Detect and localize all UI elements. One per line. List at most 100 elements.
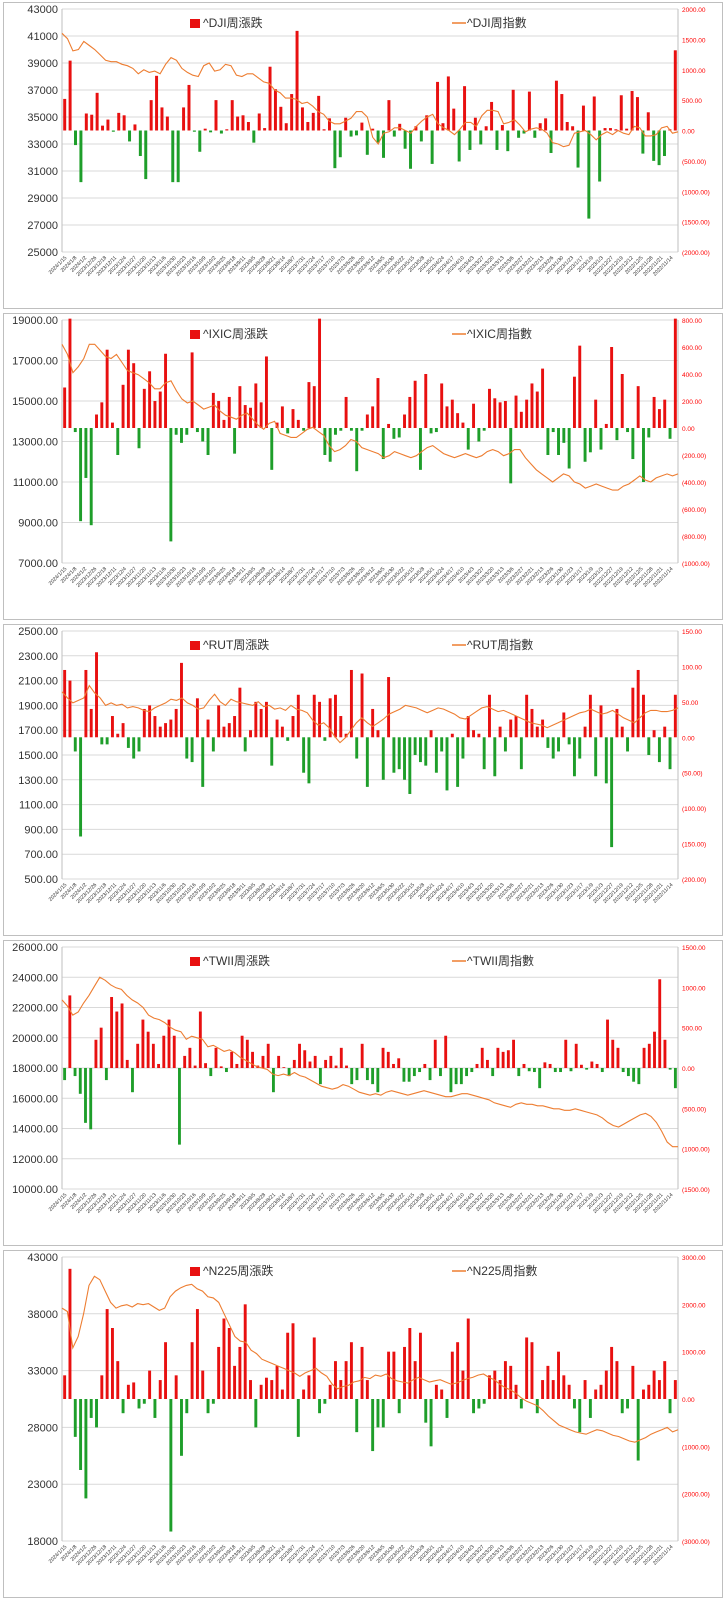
bar-down xyxy=(318,1068,322,1085)
bar-up xyxy=(307,1375,311,1399)
bar-down xyxy=(333,130,337,169)
bar-up xyxy=(280,726,284,738)
bar-up xyxy=(227,1328,231,1399)
bar-up xyxy=(581,105,585,131)
right-tick-label: 1000.00 xyxy=(682,985,706,992)
bar-down xyxy=(209,130,213,133)
bar-up xyxy=(339,1380,343,1399)
bar-down xyxy=(190,737,194,763)
bar-up xyxy=(327,118,331,131)
right-tick-label: (1000.00) xyxy=(682,189,710,196)
bar-down xyxy=(551,428,555,433)
bar-up xyxy=(636,669,640,738)
right-tick-label: 1000.00 xyxy=(682,1350,706,1357)
bar-down xyxy=(323,428,327,455)
chart-panel-ixic: 7000.00 9000.00 11000.00 13000.00 15000.00 17… xyxy=(3,313,723,620)
bar-up xyxy=(334,1065,338,1068)
bar-up xyxy=(472,403,476,428)
bar-up xyxy=(101,125,105,131)
bar-up xyxy=(245,1039,249,1068)
bar-up xyxy=(153,716,157,738)
bar-up xyxy=(339,1047,343,1068)
left-tick-label: 1100.00 xyxy=(19,800,58,812)
bar-down xyxy=(174,428,178,435)
bar-up xyxy=(225,129,229,131)
bar-up xyxy=(551,1380,555,1399)
chart-panel-n225: 18000 23000 28000 33000 38000 43000 (3000.00) (… xyxy=(3,1250,723,1598)
bar-up xyxy=(583,1380,587,1399)
right-tick-label: (50.00) xyxy=(682,771,703,778)
left-tick-label: 500.00 xyxy=(24,874,58,886)
bar-up xyxy=(631,687,635,738)
bar-up xyxy=(604,423,608,428)
bar-up xyxy=(312,1337,316,1399)
bar-up xyxy=(68,60,72,131)
bar-down xyxy=(382,130,385,158)
bar-up xyxy=(440,383,444,428)
bar-up xyxy=(183,1055,187,1068)
bar-up xyxy=(187,84,191,131)
bar-down xyxy=(144,130,148,180)
right-tick-label: 100.00 xyxy=(682,664,702,671)
bar-down xyxy=(116,428,120,455)
bar-up xyxy=(546,1365,550,1399)
bar-up xyxy=(148,705,152,738)
bar-up xyxy=(360,1043,364,1068)
bar-down xyxy=(465,1068,469,1077)
left-tick-label: 35000 xyxy=(27,112,58,124)
bar-down xyxy=(457,130,461,162)
left-tick-label: 13000.00 xyxy=(12,437,58,449)
bar-up xyxy=(544,118,548,131)
bar-up xyxy=(99,1027,103,1068)
bar-up xyxy=(317,95,321,131)
bar-up xyxy=(344,733,348,738)
right-tick-label: 150.00 xyxy=(682,629,702,636)
bar-up xyxy=(280,406,284,428)
bar-up xyxy=(110,997,114,1068)
bar-up xyxy=(433,1039,437,1068)
bar-down xyxy=(668,737,672,770)
left-tick-label: 700.00 xyxy=(24,849,58,861)
index-line xyxy=(61,1275,679,1443)
bar-up xyxy=(413,1361,417,1399)
bar-up xyxy=(296,419,300,428)
bar-up xyxy=(195,698,199,738)
bar-up xyxy=(275,1365,279,1399)
bar-up xyxy=(322,129,326,131)
bar-down xyxy=(440,737,444,752)
bar-down xyxy=(578,1399,582,1433)
bar-up xyxy=(312,694,316,738)
bar-up xyxy=(249,730,252,738)
left-tick-label: 27000 xyxy=(27,220,58,232)
bar-down xyxy=(424,737,428,766)
bar-up xyxy=(506,1050,510,1068)
left-tick-label: 1900.00 xyxy=(18,700,58,712)
bar-up xyxy=(84,113,88,131)
bar-down xyxy=(429,428,433,434)
left-tick-label: 7000.00 xyxy=(18,558,58,570)
bar-down xyxy=(104,1068,108,1081)
bar-down xyxy=(546,737,550,748)
bar-down xyxy=(180,428,183,443)
bar-up xyxy=(302,1389,306,1399)
bar-down xyxy=(418,428,422,470)
bar-down xyxy=(137,428,141,449)
bar-down xyxy=(349,130,353,137)
bar-down xyxy=(79,428,83,522)
bar-up xyxy=(174,708,178,738)
left-tick-label: 11000.00 xyxy=(13,477,58,489)
bar-down xyxy=(243,737,247,752)
bar-up xyxy=(68,318,72,428)
bar-down xyxy=(522,130,526,134)
bar-up xyxy=(519,411,523,428)
bar-up xyxy=(349,669,353,738)
bar-down xyxy=(355,1399,359,1433)
bar-up xyxy=(182,107,186,131)
right-tick-label: (800.00) xyxy=(682,534,706,541)
bar-up xyxy=(527,91,531,131)
bar-down xyxy=(392,737,396,773)
right-tick-label: 0.00 xyxy=(682,426,695,433)
left-tick-label: 20000.00 xyxy=(12,1033,58,1045)
bar-down xyxy=(454,1068,458,1085)
bar-down xyxy=(567,428,571,469)
